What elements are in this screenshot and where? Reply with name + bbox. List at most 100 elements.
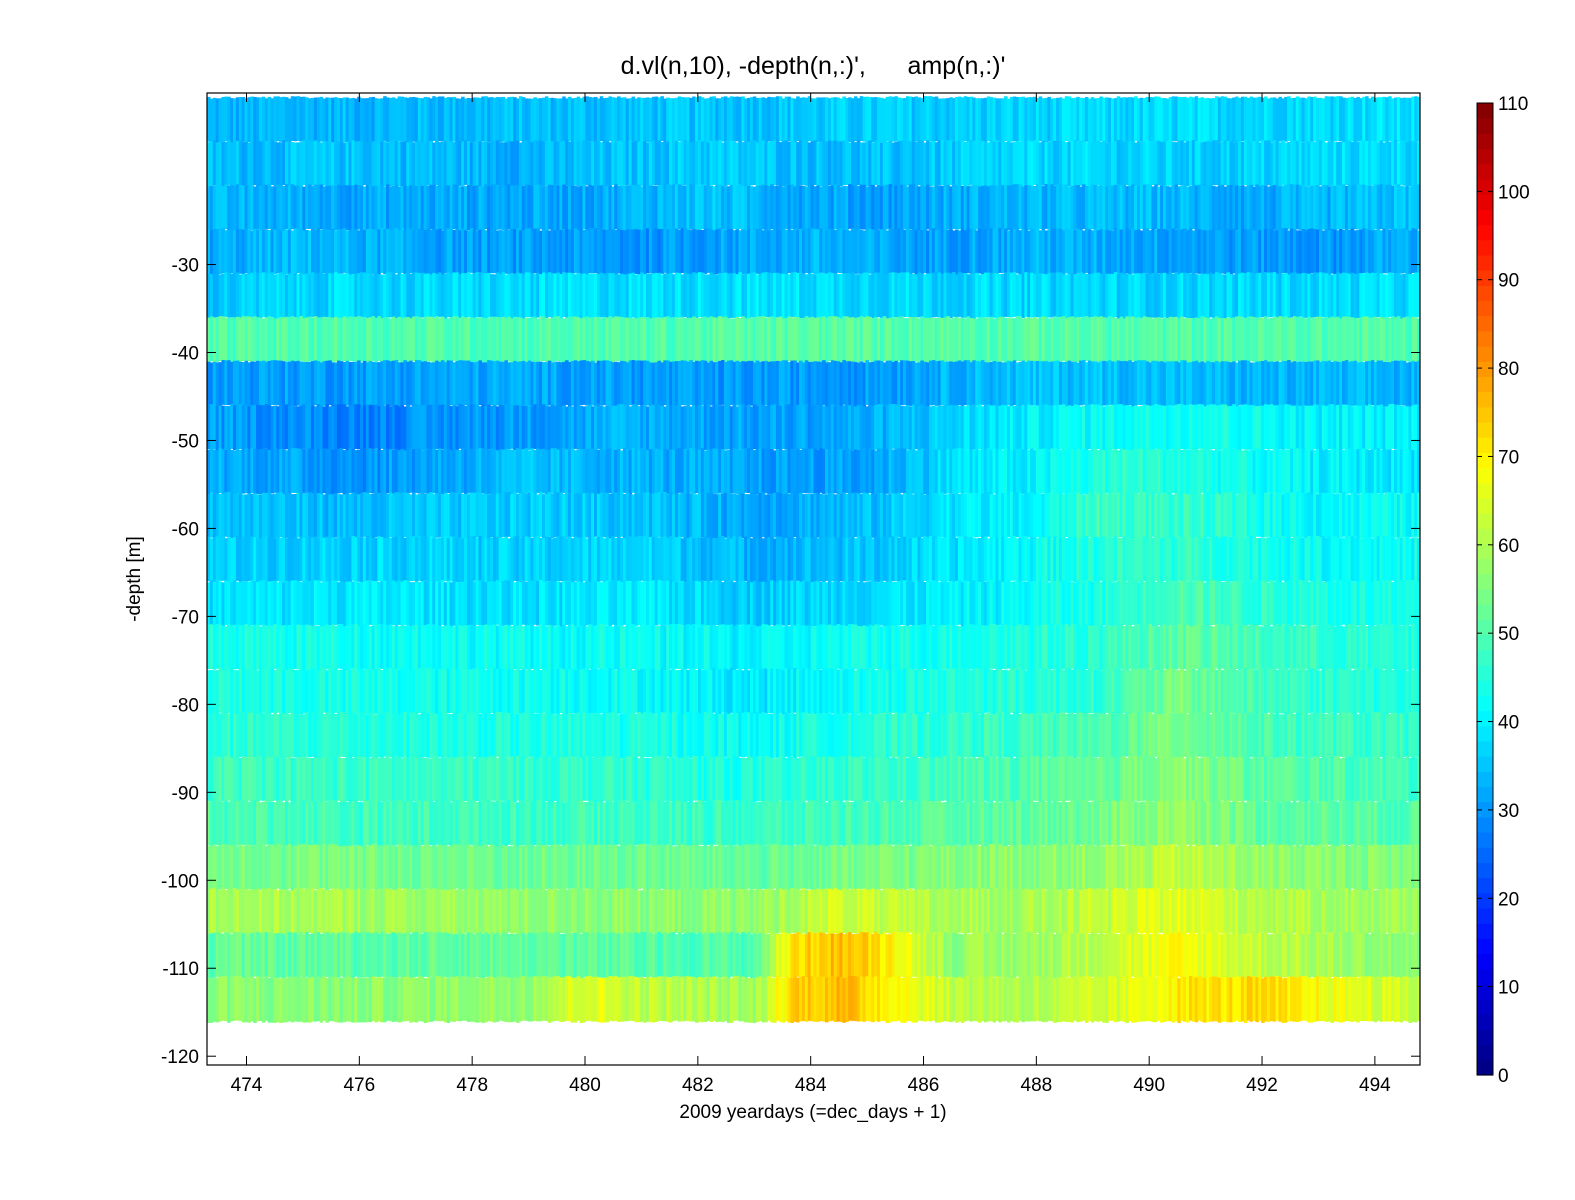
heatmap-cell bbox=[1009, 272, 1014, 318]
heatmap-cell bbox=[602, 360, 607, 406]
heatmap-cell bbox=[521, 492, 526, 538]
heatmap-cell bbox=[796, 492, 800, 538]
heatmap-cell bbox=[449, 186, 454, 231]
heatmap-cell bbox=[1165, 405, 1170, 451]
heatmap-cell bbox=[995, 448, 999, 494]
heatmap-cell bbox=[755, 537, 760, 583]
heatmap-cell bbox=[1405, 536, 1410, 582]
heatmap-cell bbox=[654, 493, 659, 538]
heatmap-cell bbox=[1061, 316, 1066, 361]
heatmap-cell bbox=[276, 142, 280, 188]
heatmap-cell bbox=[969, 405, 973, 450]
heatmap-cell bbox=[1252, 580, 1256, 626]
heatmap-cell bbox=[490, 448, 494, 494]
heatmap-cell bbox=[299, 361, 303, 407]
heatmap-cell bbox=[721, 228, 725, 274]
heatmap-cell bbox=[1021, 536, 1025, 581]
heatmap-cell bbox=[556, 405, 560, 451]
heatmap-cell bbox=[793, 317, 797, 362]
heatmap-cell bbox=[758, 229, 763, 275]
heatmap-cell bbox=[207, 229, 211, 275]
heatmap-cell bbox=[801, 140, 806, 185]
heatmap-cell bbox=[810, 537, 815, 583]
heatmap-cell bbox=[712, 140, 716, 185]
heatmap-cell bbox=[588, 537, 592, 582]
heatmap-cell bbox=[1365, 537, 1369, 583]
heatmap-cell bbox=[235, 493, 240, 538]
heatmap-cell bbox=[426, 273, 430, 319]
heatmap-cell bbox=[1090, 448, 1095, 494]
heatmap-cell bbox=[1110, 492, 1115, 538]
heatmap-cell bbox=[614, 361, 618, 407]
heatmap-cell bbox=[1238, 450, 1242, 495]
heatmap-cell bbox=[1197, 362, 1202, 408]
heatmap-cell bbox=[793, 186, 797, 232]
heatmap-cell bbox=[227, 492, 231, 538]
heatmap-cell bbox=[553, 273, 558, 319]
heatmap-cell bbox=[1180, 272, 1184, 318]
heatmap-cell bbox=[380, 404, 384, 449]
heatmap-cell bbox=[1284, 228, 1288, 273]
heatmap-cell bbox=[995, 184, 999, 230]
heatmap-cell bbox=[894, 317, 898, 362]
heatmap-cell bbox=[1382, 184, 1386, 230]
heatmap-cell bbox=[1191, 361, 1196, 407]
heatmap-cell bbox=[495, 450, 500, 496]
heatmap-cell bbox=[1050, 318, 1054, 363]
heatmap-cell bbox=[680, 492, 685, 538]
heatmap-cell bbox=[839, 186, 843, 232]
heatmap-cell bbox=[536, 361, 540, 407]
heatmap-cell bbox=[723, 141, 728, 186]
heatmap-cell bbox=[293, 361, 298, 407]
heatmap-cell bbox=[394, 98, 399, 144]
heatmap-cell bbox=[1171, 96, 1176, 142]
heatmap-cell bbox=[1396, 184, 1401, 230]
heatmap-cell bbox=[1246, 229, 1251, 275]
heatmap-cell bbox=[819, 361, 823, 407]
heatmap-cell bbox=[770, 361, 774, 407]
heatmap-cell bbox=[692, 449, 696, 494]
heatmap-cell bbox=[856, 582, 861, 627]
heatmap-cell bbox=[926, 96, 930, 141]
heatmap-cell bbox=[929, 273, 933, 319]
heatmap-cell bbox=[1243, 449, 1248, 495]
heatmap-cell bbox=[1058, 97, 1063, 143]
heatmap-cell bbox=[911, 273, 916, 319]
heatmap-cell bbox=[966, 228, 971, 274]
heatmap-cell bbox=[446, 360, 451, 406]
heatmap-cell bbox=[1203, 141, 1207, 187]
heatmap-cell bbox=[1183, 449, 1187, 495]
heatmap-cell bbox=[492, 493, 497, 539]
heatmap-cell bbox=[386, 580, 390, 626]
heatmap-cell bbox=[235, 316, 240, 362]
heatmap-cell bbox=[781, 537, 786, 583]
heatmap-cell bbox=[669, 317, 673, 363]
heatmap-cell bbox=[1076, 273, 1080, 319]
heatmap-cell bbox=[810, 141, 815, 187]
heatmap-cell bbox=[648, 405, 653, 451]
heatmap-cell bbox=[839, 98, 843, 144]
heatmap-cell bbox=[1399, 318, 1404, 364]
heatmap-cell bbox=[1148, 230, 1153, 275]
heatmap-cell bbox=[579, 229, 584, 274]
heatmap-cell bbox=[761, 404, 765, 450]
heatmap-cell bbox=[559, 449, 563, 494]
heatmap-cell bbox=[296, 142, 301, 188]
heatmap-cell bbox=[391, 360, 396, 406]
heatmap-cell bbox=[1073, 582, 1077, 628]
heatmap-cell bbox=[481, 96, 485, 142]
heatmap-cell bbox=[423, 536, 428, 581]
heatmap-cell bbox=[256, 360, 260, 406]
heatmap-cell bbox=[209, 362, 214, 408]
heatmap-cell bbox=[582, 229, 586, 275]
heatmap-cell bbox=[550, 362, 555, 408]
heatmap-cell bbox=[1174, 493, 1178, 538]
heatmap-cell bbox=[628, 273, 633, 319]
heatmap-cell bbox=[1188, 537, 1193, 583]
heatmap-cell bbox=[1370, 538, 1375, 584]
heatmap-cell bbox=[1255, 317, 1259, 363]
heatmap-cell bbox=[1379, 97, 1384, 142]
heatmap-cell bbox=[1238, 97, 1242, 143]
heatmap-cell bbox=[697, 361, 702, 406]
heatmap-cell bbox=[1232, 536, 1236, 582]
